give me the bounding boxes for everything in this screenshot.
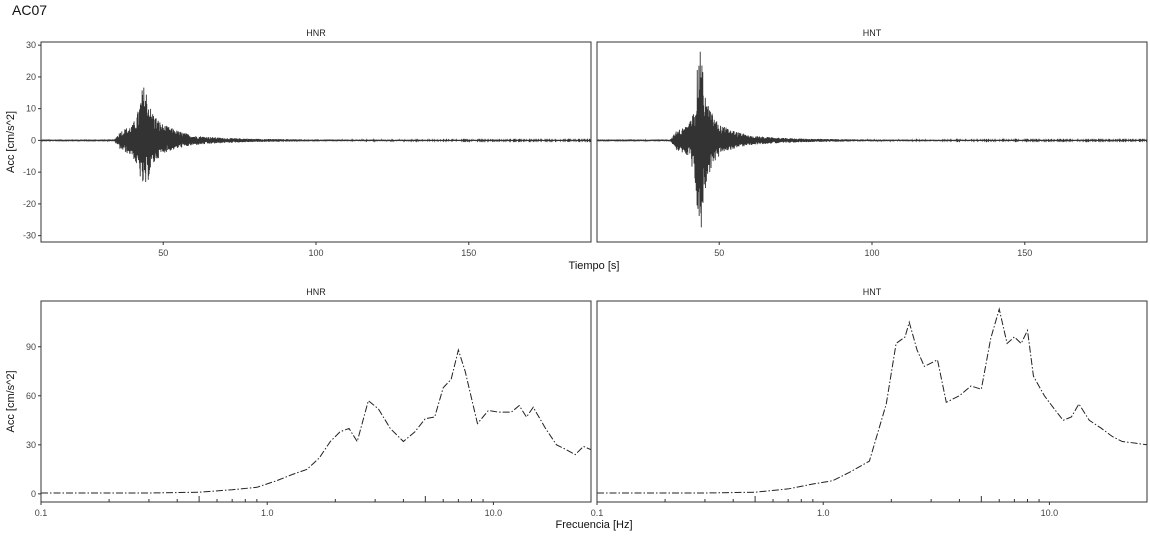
x-tick-label: 10.0	[485, 508, 503, 518]
seismogram-trace	[40, 87, 592, 183]
y-tick-label: 30	[26, 440, 36, 450]
x-axis-label: Tiempo [s]	[569, 260, 620, 272]
x-tick-label: 1.0	[261, 508, 274, 518]
x-tick-label: 100	[864, 248, 879, 258]
page-title: AC07	[12, 2, 48, 18]
y-tick-label: 30	[26, 40, 36, 50]
panel-strip-label: HNR	[306, 28, 326, 38]
y-tick-label: 60	[26, 391, 36, 401]
y-tick-label: -10	[23, 167, 36, 177]
y-axis-label: Acc [cm/s^2]	[5, 370, 17, 432]
y-tick-label: 0	[31, 489, 36, 499]
x-tick-label: 150	[461, 248, 476, 258]
x-tick-label: 0.1	[591, 508, 604, 518]
spectrum-line	[41, 348, 592, 494]
panel-frame	[596, 300, 1148, 503]
y-tick-label: 90	[26, 342, 36, 352]
x-tick-label: 50	[714, 248, 724, 258]
y-tick-label: -20	[23, 199, 36, 209]
panel-strip-label: HNR	[306, 287, 326, 297]
x-tick-label: 1.0	[817, 508, 830, 518]
spectrum-line	[597, 307, 1148, 494]
seismogram-trace	[596, 51, 1148, 228]
x-tick-label: 0.1	[35, 508, 48, 518]
x-tick-label: 150	[1017, 248, 1032, 258]
y-tick-label: 0	[31, 135, 36, 145]
y-tick-label: -30	[23, 231, 36, 241]
y-axis-label: Acc [cm/s^2]	[5, 111, 17, 173]
panel-frame	[40, 300, 592, 503]
panel-strip-label: HNT	[863, 28, 882, 38]
y-tick-label: 10	[26, 104, 36, 114]
x-tick-label: 100	[308, 248, 323, 258]
x-tick-label: 10.0	[1041, 508, 1059, 518]
panel-strip-label: HNT	[863, 287, 882, 297]
y-tick-label: 20	[26, 72, 36, 82]
x-tick-label: 50	[158, 248, 168, 258]
x-axis-label: Frecuencia [Hz]	[555, 519, 632, 531]
